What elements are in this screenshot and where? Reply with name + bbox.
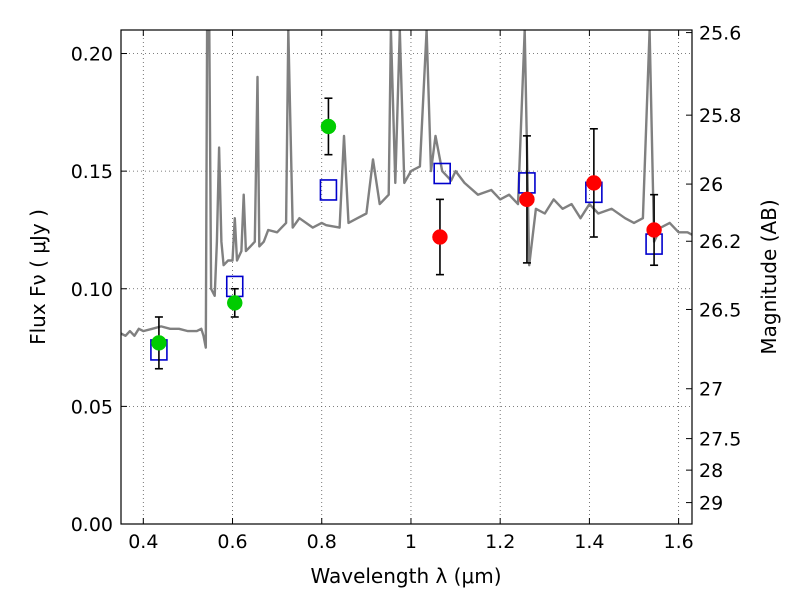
y-tick-label: 0.00 xyxy=(71,514,113,536)
model-photometry-square xyxy=(433,162,451,185)
plot-area xyxy=(121,30,692,349)
observed-point xyxy=(320,118,337,135)
x-tick-label: 0.4 xyxy=(128,531,158,553)
y2-tick-label: 27.5 xyxy=(699,429,741,451)
y2-tick-label: 26.2 xyxy=(699,231,741,253)
y-tick-label: 0.15 xyxy=(71,161,113,183)
observed-point xyxy=(519,191,535,208)
y2-axis-label: Magnitude (AB) xyxy=(757,199,781,354)
y2-tick-label: 29 xyxy=(699,493,723,515)
model-photometry-square xyxy=(319,179,338,201)
x-tick-label: 1.6 xyxy=(664,531,694,553)
observed-point xyxy=(586,175,602,191)
observed-point xyxy=(646,222,662,238)
y-tick-label: 0.20 xyxy=(71,44,113,66)
observed-point xyxy=(151,335,167,351)
y-tick-label: 0.05 xyxy=(71,396,113,418)
observed-point xyxy=(432,229,448,245)
y-tick-label: 0.10 xyxy=(71,279,113,301)
x-tick-label: 1 xyxy=(405,531,417,553)
y2-tick-label: 28 xyxy=(699,460,723,482)
markers xyxy=(150,97,663,370)
plot-frame xyxy=(120,29,693,525)
x-tick-label: 1.4 xyxy=(574,531,604,553)
y2-tick-label: 27 xyxy=(699,379,723,401)
model-spectrum-line xyxy=(121,30,692,349)
observed-point xyxy=(227,295,243,311)
y2-tick-label: 26.5 xyxy=(699,299,741,321)
y-axis-label: Flux Fν ( μJy ) xyxy=(26,209,50,345)
axes: 0.4 0.6 0.8 1 1.2 1.4 1.6 0.00 0.05 0.10 0.15 0.20 2… xyxy=(71,23,742,553)
y2-tick-label: 26 xyxy=(699,174,723,196)
x-tick-label: 0.8 xyxy=(307,531,337,553)
y2-tick-label: 25.6 xyxy=(699,23,741,45)
y2-tick-label: 25.8 xyxy=(699,105,741,127)
x-tick-label: 0.6 xyxy=(217,531,247,553)
x-tick-label: 1.2 xyxy=(485,531,515,553)
x-axis-label: Wavelength λ (μm) xyxy=(310,564,501,588)
